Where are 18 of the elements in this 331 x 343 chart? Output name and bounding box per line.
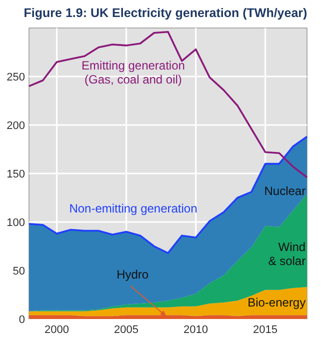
y-tick-label: 250 — [6, 72, 25, 84]
chart-title: Figure 1.9: UK Electricity generation (TWh/year) — [24, 6, 308, 20]
series-label: Emitting generation (Gas, coal and oil) — [82, 58, 185, 87]
y-tick-label: 0 — [18, 314, 25, 326]
series-label: Bio-energy — [248, 295, 306, 310]
y-tick-label: 150 — [6, 168, 25, 180]
line-series — [28, 30, 308, 178]
x-tick-label: 2000 — [44, 324, 70, 336]
y-tick-label: 200 — [6, 120, 25, 132]
x-tick-label: 2010 — [184, 324, 208, 336]
x-tick-label: 2015 — [253, 324, 278, 336]
x-tick-label: 2005 — [114, 324, 139, 336]
y-tick-label: 50 — [12, 266, 25, 278]
text: Hydro — [116, 267, 149, 282]
annotation: Non-emitting generation — [69, 201, 198, 216]
series-label: Nuclear — [264, 184, 306, 198]
series-label: Wind & solar — [268, 240, 306, 268]
y-tick-label: 100 — [6, 217, 25, 229]
